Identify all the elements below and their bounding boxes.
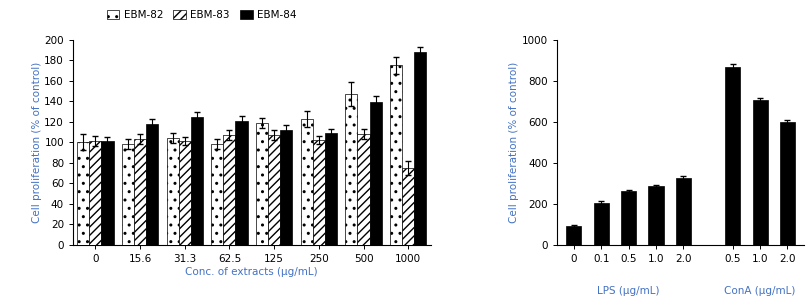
Bar xyxy=(268,135,280,245)
X-axis label: Conc. of extracts (μg/mL): Conc. of extracts (μg/mL) xyxy=(185,267,318,277)
Bar xyxy=(77,142,89,245)
Bar xyxy=(255,123,268,245)
Bar xyxy=(191,117,203,245)
Y-axis label: Cell proliferation (% of control): Cell proliferation (% of control) xyxy=(508,62,519,223)
Bar xyxy=(89,141,101,245)
Bar xyxy=(146,124,158,245)
Text: ConA (μg/mL): ConA (μg/mL) xyxy=(723,286,795,297)
Bar xyxy=(122,144,134,245)
Bar xyxy=(389,65,401,245)
Bar xyxy=(414,52,426,245)
Bar xyxy=(211,144,223,245)
Legend: EBM-82, EBM-83, EBM-84: EBM-82, EBM-83, EBM-84 xyxy=(107,10,296,20)
Bar xyxy=(345,94,357,245)
Bar xyxy=(280,130,292,245)
Bar xyxy=(565,226,581,245)
Bar xyxy=(166,138,178,245)
Bar xyxy=(401,168,414,245)
Bar xyxy=(369,102,381,245)
Bar xyxy=(724,67,740,245)
Bar xyxy=(312,140,324,245)
Y-axis label: Cell proliferation (% of control): Cell proliferation (% of control) xyxy=(32,62,41,223)
Bar xyxy=(134,139,146,245)
Bar xyxy=(101,141,114,245)
Bar xyxy=(178,141,191,245)
Bar xyxy=(675,178,690,245)
Bar xyxy=(235,121,247,245)
Bar xyxy=(620,192,635,245)
Bar xyxy=(593,203,608,245)
Bar xyxy=(324,133,337,245)
Bar xyxy=(779,122,794,245)
Bar xyxy=(357,134,369,245)
Bar xyxy=(223,135,235,245)
Text: LPS (μg/mL): LPS (μg/mL) xyxy=(597,286,659,297)
Bar xyxy=(752,100,766,245)
Bar xyxy=(648,186,663,245)
Bar xyxy=(300,119,312,245)
